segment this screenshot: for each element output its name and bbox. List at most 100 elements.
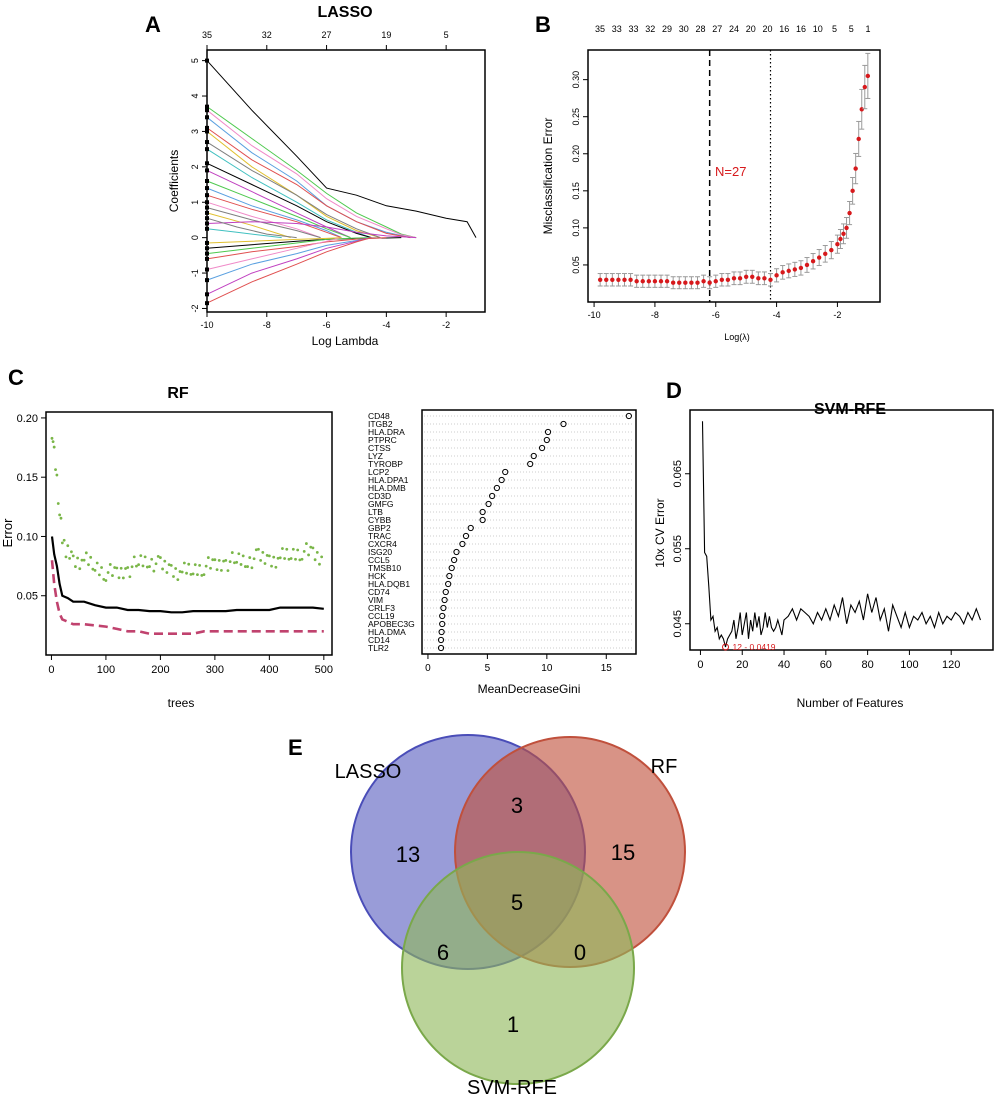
x-tick-label: 10: [541, 663, 553, 674]
importance-gene-label: CD74: [368, 587, 390, 597]
cv-y-axis-label: Misclassification Error: [541, 118, 555, 235]
cv-annotation: N=27: [715, 164, 746, 179]
rf-green-point: [104, 579, 108, 582]
cv-point: [810, 259, 816, 264]
rf-green-point: [187, 562, 191, 566]
cv-point: [829, 247, 834, 253]
rf-green-point: [185, 571, 188, 575]
rf-green-point: [169, 563, 173, 567]
cv-point: [725, 277, 731, 282]
rf-green-point: [108, 563, 112, 566]
importance-gene-label: TRAC: [368, 531, 391, 541]
x-tick-label: 0: [697, 659, 703, 671]
y-tick-label: 0: [190, 235, 200, 240]
rf-green-point: [209, 566, 212, 570]
lasso-rug-mark: [205, 292, 209, 297]
lasso-rug-mark: [205, 161, 209, 166]
importance-gene-label: TMSB10: [368, 563, 401, 573]
cv-point: [750, 274, 755, 279]
x-tick-label: 80: [861, 659, 873, 671]
rf-green-point: [198, 563, 202, 567]
importance-gene-label: CCL5: [368, 555, 390, 565]
rf-green-point: [167, 563, 171, 567]
rf-green-point: [189, 572, 193, 576]
rf-green-point: [163, 559, 167, 563]
x-tick-label: 15: [601, 663, 613, 674]
lasso-rug-mark: [205, 246, 209, 251]
lasso-coef-line: [206, 60, 477, 238]
rf-green-point: [276, 556, 280, 560]
importance-point: [560, 420, 567, 428]
lasso-rug-mark: [205, 278, 209, 283]
lasso-coef-line: [206, 237, 342, 244]
importance-point: [530, 452, 537, 460]
cv-top-tick-label: 29: [662, 24, 672, 34]
lasso-coef-line: [206, 228, 282, 239]
lasso-rug-mark: [205, 251, 209, 256]
rf-green-point: [52, 445, 56, 449]
rf-green-point: [239, 563, 243, 566]
lasso-rug-mark: [205, 256, 209, 261]
x-tick-label: 0: [48, 664, 54, 676]
cv-top-tick-label: 5: [832, 24, 837, 34]
y-tick-label: 1: [190, 200, 200, 205]
importance-gene-label: VIM: [368, 595, 383, 605]
rf-green-point: [278, 556, 282, 560]
lasso-rug-mark: [205, 108, 209, 113]
rf-green-point: [272, 555, 276, 559]
rf-green-point: [211, 558, 215, 562]
cv-point: [823, 251, 828, 257]
cv-point: [610, 277, 615, 282]
lasso-coef-line: [206, 207, 321, 239]
x-tick-label: -8: [651, 310, 659, 320]
cv-top-tick-label: 27: [712, 24, 722, 34]
y-tick-label: 0.045: [672, 610, 684, 638]
cv-point: [646, 279, 652, 284]
cv-point: [804, 262, 810, 268]
rf-green-point: [196, 573, 199, 577]
importance-point: [437, 644, 445, 652]
importance-gene-label: TYROBP: [368, 459, 403, 469]
cv-point: [683, 280, 688, 285]
cv-top-tick-label: 5: [849, 24, 854, 34]
cv-point: [853, 166, 858, 171]
cv-point: [695, 280, 700, 285]
cv-point: [774, 273, 779, 278]
cv-point: [756, 276, 761, 281]
importance-point: [489, 492, 496, 500]
importance-gene-label: CD3D: [368, 491, 391, 501]
importance-gene-label: CYBB: [368, 515, 391, 525]
rf-green-point: [294, 557, 297, 561]
lasso-rug-mark: [205, 240, 209, 245]
rf-error-chart: RF 0 100 200 300 400 500 0.05 0.10 0.15 0.20 tre…: [0, 385, 333, 710]
lasso-coef-line: [206, 237, 372, 281]
y-tick-label: -1: [190, 269, 200, 277]
importance-point: [625, 412, 632, 420]
rf-green-point: [50, 436, 54, 440]
rf-green-point: [139, 554, 143, 558]
importance-point: [502, 468, 509, 476]
importance-point: [453, 548, 460, 556]
lasso-rug-mark: [205, 205, 209, 210]
importance-point: [439, 620, 446, 628]
cv-top-tick-label: 30: [679, 24, 689, 34]
rf-green-point: [320, 555, 324, 559]
rf-oob-line: [50, 536, 324, 614]
cv-point: [850, 188, 855, 194]
x-tick-label: -6: [323, 320, 331, 330]
cv-point: [743, 274, 749, 279]
rf-green-point: [76, 556, 79, 560]
importance-point: [441, 596, 448, 604]
lasso-top-tick-label: 5: [444, 30, 449, 40]
cv-point: [780, 270, 785, 275]
lasso-rug-mark: [205, 179, 209, 183]
importance-gene-label: HLA.DMA: [368, 627, 406, 637]
x-tick-label: 100: [97, 664, 115, 676]
lasso-top-tick-label: 19: [381, 30, 391, 40]
lasso-coef-line: [206, 187, 342, 239]
lasso-coef-line: [206, 109, 417, 239]
rf-green-point: [159, 556, 162, 559]
importance-point: [479, 516, 486, 524]
lasso-x-axis-label: Log Lambda: [312, 334, 379, 348]
